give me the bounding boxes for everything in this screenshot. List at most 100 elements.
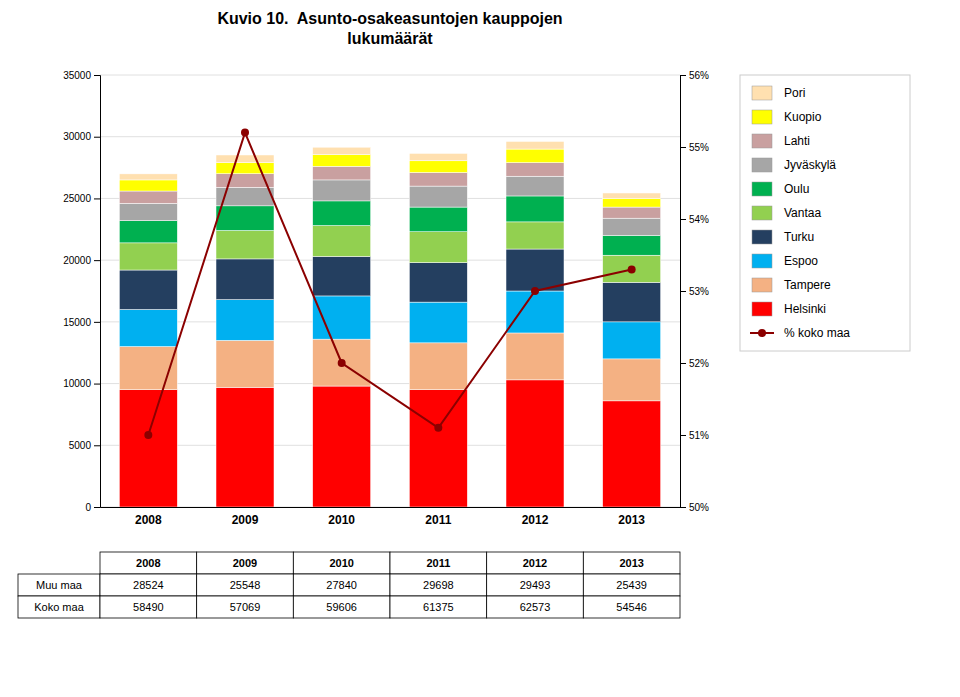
- bar: [603, 198, 661, 207]
- tick-mark: [680, 291, 686, 292]
- legend-entry: Lahti: [752, 134, 810, 148]
- tick-mark: [94, 75, 100, 76]
- tick-mark: [94, 198, 100, 199]
- bar: [603, 401, 661, 507]
- tick-label: 55%: [689, 142, 709, 153]
- plot-marks: [119, 129, 660, 507]
- table-cell: [100, 596, 197, 618]
- marker: [241, 129, 249, 137]
- bar: [313, 180, 371, 201]
- legend-frame: [740, 75, 910, 351]
- bar: [313, 155, 371, 167]
- tick-label: 52%: [689, 358, 709, 369]
- table-value: 25548: [230, 579, 261, 591]
- bar: [216, 340, 274, 387]
- table: 200820092010201120122013Muu maa285242554…: [18, 552, 680, 618]
- legend-entry: Espoo: [752, 254, 818, 268]
- bar: [409, 390, 467, 507]
- legend-swatch: [752, 206, 772, 220]
- legend-entry: % koko maa: [750, 326, 850, 340]
- bar: [313, 296, 371, 339]
- tick-mark: [94, 137, 100, 138]
- table-cell: [390, 574, 487, 596]
- bar: [506, 149, 564, 163]
- table-cell: [583, 574, 680, 596]
- legend-label: Vantaa: [784, 206, 821, 220]
- bar: [119, 174, 177, 180]
- table-header: 2012: [523, 557, 547, 569]
- table-value: 28524: [133, 579, 164, 591]
- legend-marker: [758, 329, 766, 337]
- legend-entry: Vantaa: [752, 206, 821, 220]
- table-value: 58490: [133, 601, 164, 613]
- bar: [409, 153, 467, 160]
- legend: PoriKuopioLahtiJyväskyläOuluVantaaTurkuE…: [740, 75, 910, 351]
- bar: [313, 339, 371, 386]
- tick: 10000: [63, 378, 100, 389]
- tick-label: 2009: [232, 513, 259, 527]
- tick-mark: [680, 363, 686, 364]
- grid-line: [100, 198, 680, 199]
- bar: [603, 282, 661, 321]
- tick-label: 35000: [63, 70, 91, 81]
- bar: [119, 191, 177, 203]
- bar-series: [119, 163, 660, 219]
- axis-line: [681, 76, 687, 508]
- bar: [119, 203, 177, 220]
- bar-series: [119, 249, 660, 322]
- tick: 2010: [328, 507, 355, 527]
- table-cell: [18, 574, 100, 596]
- bar: [409, 263, 467, 302]
- legend-label: Tampere: [784, 278, 831, 292]
- tick: 25000: [63, 193, 100, 204]
- table-cell: [197, 596, 294, 618]
- bar: [313, 256, 371, 295]
- tick-label: 50%: [689, 502, 709, 513]
- bar: [119, 347, 177, 390]
- legend-label: Jyväskylä: [784, 158, 836, 172]
- table-value: 29493: [520, 579, 551, 591]
- tick: 15000: [63, 317, 100, 328]
- table-cell: [100, 552, 197, 574]
- legend-swatch: [752, 278, 772, 292]
- tick: 2008: [135, 507, 162, 527]
- bar-series: [119, 291, 660, 359]
- table-row-label: Muu maa: [36, 579, 83, 591]
- bar: [216, 163, 274, 174]
- table-value: 25439: [616, 579, 647, 591]
- table-value: 29698: [423, 579, 454, 591]
- table-cell: [487, 574, 584, 596]
- legend-label: Lahti: [784, 134, 810, 148]
- marker: [531, 287, 539, 295]
- bar: [119, 180, 177, 191]
- y-axis: 05000100001500020000250003000035000: [63, 70, 100, 513]
- table-cell: [390, 552, 487, 574]
- bar: [506, 333, 564, 380]
- bar: [506, 141, 564, 149]
- table-header: 2013: [619, 557, 643, 569]
- bar: [603, 322, 661, 359]
- tick: 50%: [680, 502, 709, 513]
- legend-label: Espoo: [784, 254, 818, 268]
- legend-entry: Oulu: [752, 182, 809, 196]
- line: [148, 133, 631, 435]
- tick: 20000: [63, 255, 100, 266]
- tick-mark: [94, 384, 100, 385]
- legend-swatch: [752, 254, 772, 268]
- chart: Kuvio 10. Asunto-osakeasuntojen kauppoje…: [0, 0, 960, 697]
- tick-label: 53%: [689, 286, 709, 297]
- table-cell: [197, 574, 294, 596]
- tick-label: 2012: [522, 513, 549, 527]
- bar: [119, 390, 177, 507]
- bar-series: [119, 149, 660, 207]
- tick-mark: [680, 75, 686, 76]
- legend-swatch: [752, 134, 772, 148]
- tick-label: 2013: [618, 513, 645, 527]
- marker: [338, 359, 346, 367]
- tick: 52%: [680, 358, 709, 369]
- tick-label: 20000: [63, 255, 91, 266]
- grid: [100, 75, 680, 507]
- table-value: 59606: [326, 601, 357, 613]
- tick-mark: [94, 322, 100, 323]
- tick: 35000: [63, 70, 100, 81]
